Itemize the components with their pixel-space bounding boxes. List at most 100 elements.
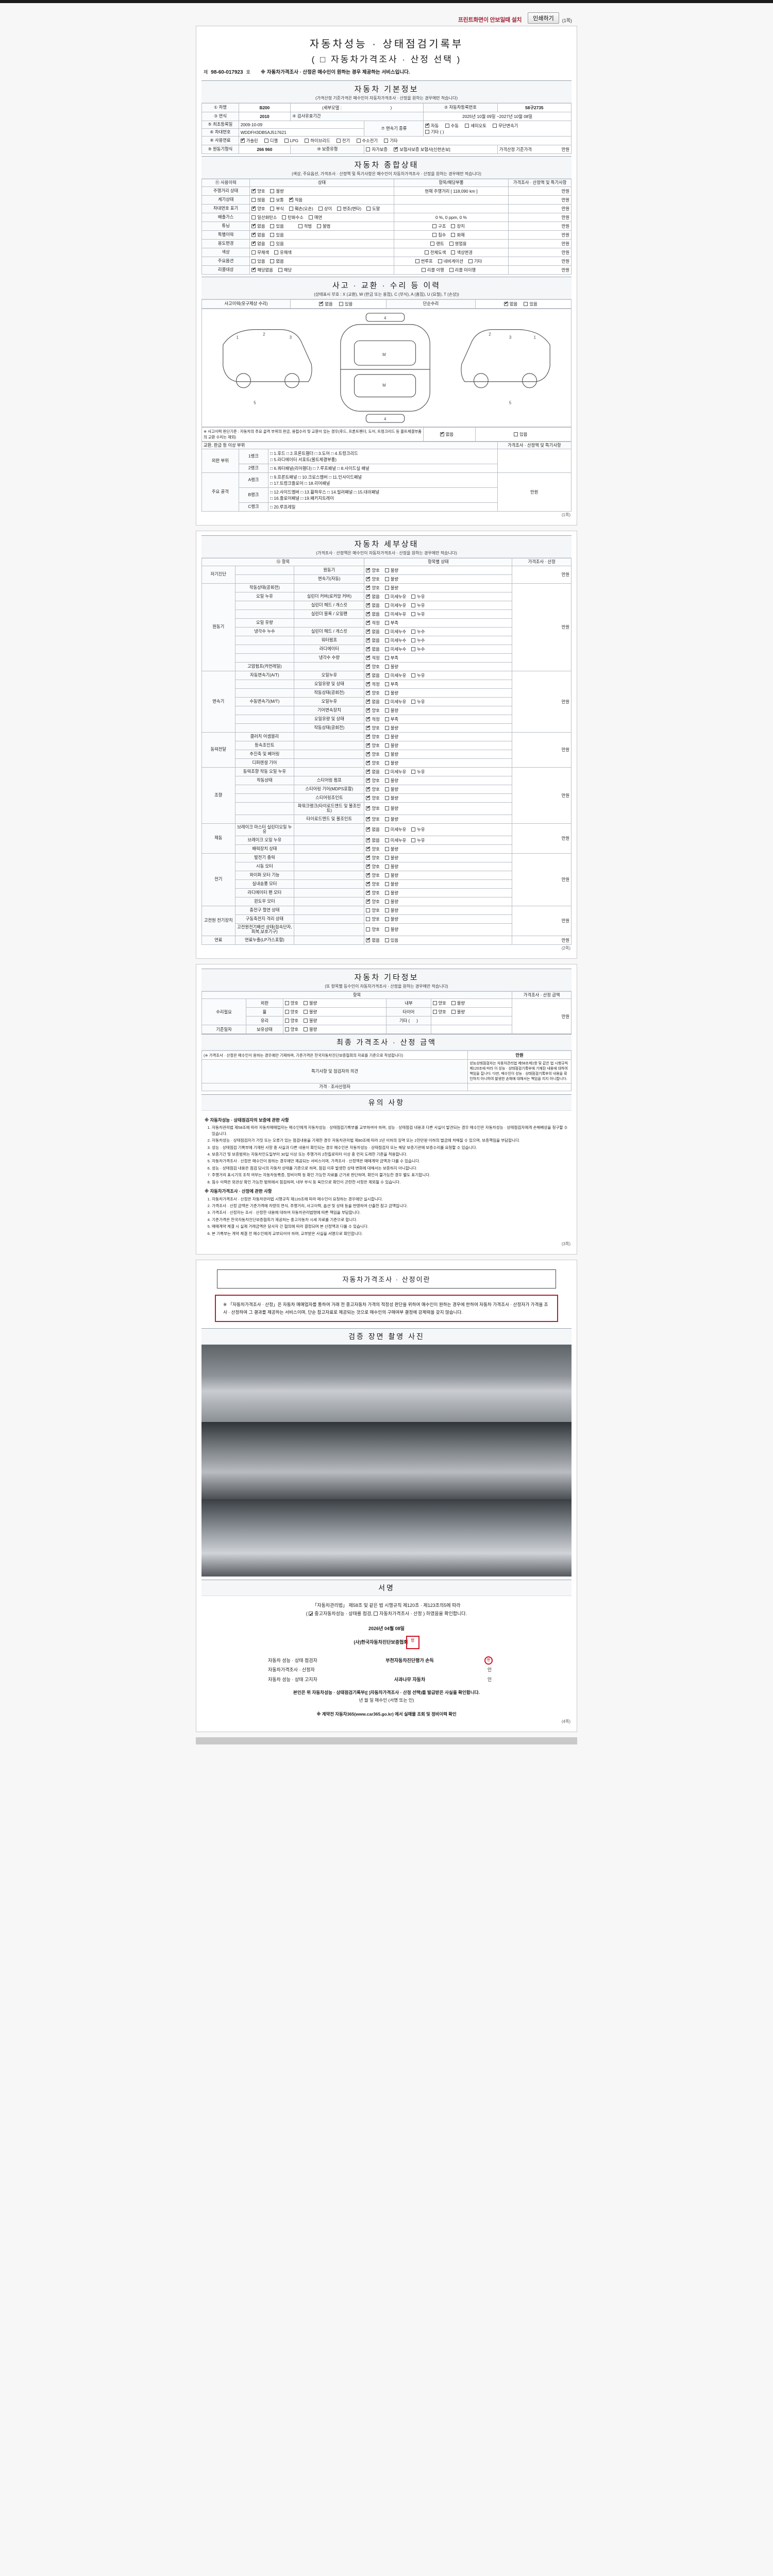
notifier-value[interactable]: 사과나무 자동차 <box>394 1676 426 1682</box>
checkbox[interactable] <box>384 577 389 581</box>
detail-row-state[interactable]: 양호 불량 <box>364 705 513 715</box>
etc-row-state[interactable]: 양호 불량 <box>282 998 387 1008</box>
vehicle-damage-diagram[interactable]: 1 2 3 M M 3 2 1 4 4 5 5 <box>201 308 572 427</box>
checkbox[interactable] <box>384 873 389 877</box>
checkbox[interactable] <box>366 927 371 932</box>
checkbox[interactable] <box>366 872 371 877</box>
detail-row-state[interactable]: 없음 미세누유 누유 <box>364 670 513 680</box>
overall-row-state[interactable]: 없음 있음 <box>249 239 394 248</box>
checkbox[interactable] <box>384 629 389 634</box>
checkbox[interactable] <box>251 188 256 193</box>
checkbox[interactable] <box>366 593 371 599</box>
checkbox[interactable] <box>432 224 437 228</box>
checkbox[interactable] <box>366 854 371 860</box>
detail-row-state[interactable]: 양호 불량 <box>364 574 513 584</box>
detail-row-state[interactable]: 양호 불량 <box>364 861 513 871</box>
overall-row-state[interactable]: 무채색 유채색 <box>249 247 394 257</box>
inspector-value[interactable]: 부천자동차진단평가 손득 <box>385 1657 434 1663</box>
checkbox[interactable] <box>308 215 313 219</box>
checkbox-self-warranty[interactable] <box>366 147 371 151</box>
checkbox[interactable] <box>411 594 416 599</box>
detail-row-state[interactable]: 양호 불량 <box>364 784 513 794</box>
detail-row-state[interactable]: 적정 부족 <box>364 714 513 724</box>
checkbox[interactable] <box>366 584 371 590</box>
checkbox-semiauto[interactable] <box>465 123 469 128</box>
checkbox-price-survey[interactable] <box>374 1612 378 1616</box>
detail-row-state[interactable]: 양호 불량 <box>364 853 513 862</box>
checkbox[interactable] <box>366 845 371 851</box>
checkbox[interactable] <box>384 664 389 669</box>
checkbox[interactable] <box>366 751 371 756</box>
detail-row-state[interactable]: 없음 미세누수 누수 <box>364 644 513 654</box>
checkbox-diesel[interactable] <box>264 139 268 143</box>
checkbox[interactable] <box>366 716 371 721</box>
checkbox[interactable] <box>298 224 303 228</box>
etc-row-state2[interactable] <box>430 1016 513 1026</box>
checkbox[interactable] <box>384 864 389 869</box>
checkbox[interactable] <box>284 1027 289 1032</box>
checkbox[interactable] <box>366 724 371 730</box>
checkbox[interactable] <box>366 826 371 832</box>
checkbox[interactable] <box>384 908 389 912</box>
checkbox[interactable] <box>384 778 389 783</box>
detail-row-state[interactable]: 적정 부족 <box>364 653 513 663</box>
etc-row-state2[interactable]: 양호 불량 <box>430 1007 513 1017</box>
checkbox[interactable] <box>411 827 416 832</box>
checkbox-hydrogen[interactable] <box>356 139 361 143</box>
checkbox[interactable] <box>366 567 371 572</box>
detail-row-state[interactable]: 양호 불량 <box>364 914 513 924</box>
checkbox[interactable] <box>384 743 389 748</box>
detail-row-state[interactable]: 양호 불량 <box>364 802 513 815</box>
checkbox[interactable] <box>366 646 371 651</box>
checkbox[interactable] <box>384 682 389 686</box>
checkbox[interactable] <box>251 259 256 263</box>
checkbox[interactable] <box>415 259 419 263</box>
etc-row-state2[interactable]: 양호 불량 <box>430 998 513 1008</box>
checkbox-hybrid[interactable] <box>305 139 309 143</box>
checkbox[interactable] <box>366 733 371 739</box>
checkbox[interactable] <box>384 708 389 713</box>
checkbox-gasoline[interactable] <box>240 137 245 143</box>
inspection-photo-2[interactable] <box>201 1422 572 1500</box>
checkbox[interactable] <box>451 1010 456 1014</box>
checkbox[interactable] <box>366 768 371 774</box>
detail-row-state[interactable]: 없음 미세누유 누유 <box>364 600 513 610</box>
checkbox[interactable] <box>384 734 389 739</box>
checkbox-criteria-none[interactable] <box>440 431 444 436</box>
checkbox[interactable] <box>251 266 256 272</box>
checkbox[interactable] <box>366 759 371 765</box>
checkbox[interactable] <box>384 890 389 895</box>
checkbox-performance-check[interactable] <box>309 1610 313 1619</box>
checkbox[interactable] <box>424 250 429 255</box>
checkbox[interactable] <box>449 267 453 272</box>
overall-row-state[interactable]: 양호 불량 <box>249 186 394 196</box>
rank-a-parts[interactable]: □ 9.프론트패널 □ 10.크로스멤버 □ 11.인사이드패널 □ 17.트렁… <box>268 472 498 488</box>
checkbox-trans-other[interactable] <box>425 129 430 134</box>
checkbox[interactable] <box>384 917 389 921</box>
detail-row-state[interactable]: 없음 있음 <box>364 935 513 945</box>
detail-row-state[interactable]: 양호 불량 <box>364 749 513 759</box>
checkbox[interactable] <box>384 838 389 842</box>
checkbox[interactable] <box>366 889 371 895</box>
checkbox[interactable] <box>366 602 371 607</box>
checkbox-manual[interactable] <box>445 123 449 128</box>
checkbox[interactable] <box>384 717 389 721</box>
checkbox[interactable] <box>384 585 389 590</box>
checkbox[interactable] <box>304 1027 308 1032</box>
checkbox[interactable] <box>366 786 371 791</box>
checkbox[interactable] <box>366 908 371 912</box>
detail-row-state[interactable]: 양호 불량 <box>364 662 513 671</box>
checkbox-repair-yes[interactable] <box>524 301 528 306</box>
checkbox[interactable] <box>384 882 389 886</box>
checkbox[interactable] <box>384 638 389 642</box>
checkbox[interactable] <box>304 1010 308 1014</box>
checkbox-cvt[interactable] <box>493 123 497 128</box>
detail-row-state[interactable]: 양호 불량 <box>364 583 513 592</box>
checkbox[interactable] <box>449 241 453 246</box>
checkbox[interactable] <box>366 816 371 821</box>
checkbox[interactable] <box>366 619 371 625</box>
checkbox[interactable] <box>384 690 389 695</box>
checkbox[interactable] <box>411 769 416 774</box>
overall-row-state[interactable]: 많음 보통 적음 <box>249 195 394 205</box>
overall-row-state[interactable]: 없음 있음 적법 불법 <box>249 221 394 231</box>
